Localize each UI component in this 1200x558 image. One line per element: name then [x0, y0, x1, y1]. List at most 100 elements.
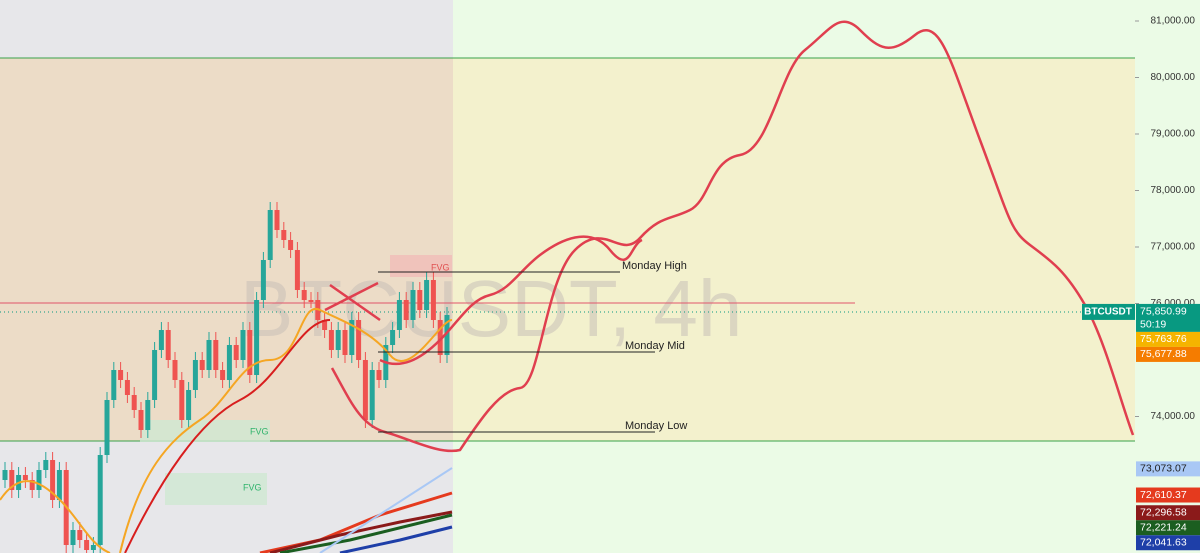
- candle-body: [77, 530, 83, 540]
- candle-body: [213, 340, 219, 370]
- candle-body: [29, 480, 35, 490]
- price-tag: [1136, 331, 1200, 347]
- price-tag: [1136, 487, 1200, 503]
- candle-body: [301, 290, 307, 300]
- candle-body: [376, 370, 382, 380]
- projection-path: [324, 20, 1135, 453]
- annotation: Monday Mid: [625, 340, 685, 352]
- candle-body: [165, 330, 171, 360]
- ma-line: [319, 467, 453, 554]
- candle-body: [118, 370, 124, 380]
- candle-body: [308, 300, 314, 302]
- range-box-future: [453, 58, 1135, 441]
- price-tag: [1136, 461, 1200, 477]
- countdown: 50:19: [1140, 319, 1166, 331]
- candle-body: [70, 530, 76, 545]
- candle-body: [294, 250, 300, 290]
- price-tag-label: 75,677.88: [1140, 348, 1187, 360]
- ma-line: [269, 510, 453, 555]
- candle-body: [50, 460, 56, 500]
- candle-body: [424, 280, 430, 310]
- candle-body: [43, 460, 49, 470]
- candle-body: [288, 240, 294, 250]
- candle-body: [199, 360, 205, 370]
- price-label: 81,000.00: [1151, 16, 1196, 27]
- price-tag-label: 75,850.99: [1140, 306, 1187, 318]
- candle-body: [342, 330, 348, 355]
- candle-body: [240, 330, 246, 360]
- symbol-tag: [1082, 303, 1135, 320]
- candle-body: [186, 390, 192, 420]
- candle-body: [328, 330, 334, 350]
- candle-body: [90, 545, 96, 550]
- ma-line: [279, 513, 453, 555]
- symbol-label: BTCUSDT: [1084, 307, 1132, 318]
- candle-body: [247, 330, 253, 375]
- candle-body: [254, 300, 260, 375]
- candle-body: [233, 345, 239, 360]
- candle-body: [131, 395, 137, 410]
- candle-body: [145, 400, 151, 430]
- candle-body: [349, 320, 355, 355]
- projection-path: [379, 235, 643, 366]
- candle-body: [281, 230, 287, 240]
- candle-body: [2, 470, 8, 480]
- annotation: Monday Low: [625, 420, 687, 432]
- fvg-zone: [140, 420, 270, 442]
- candle-body: [179, 380, 185, 420]
- price-tag: [1136, 346, 1200, 362]
- candle-body: [152, 350, 158, 400]
- candle-body: [226, 345, 232, 380]
- candle-body: [362, 360, 368, 420]
- watermark: BTCUSDT, 4h: [240, 264, 742, 353]
- ma-line: [119, 307, 453, 554]
- price-tag-label: 72,041.63: [1140, 537, 1187, 549]
- candle-body: [172, 360, 178, 380]
- candle-body: [192, 360, 198, 390]
- candle-body: [390, 330, 396, 345]
- price-tag: [1136, 303, 1200, 332]
- candle-body: [97, 455, 103, 545]
- annotation: Monday High: [622, 260, 687, 272]
- price-tag: [1136, 535, 1200, 551]
- price-label: 79,000.00: [1151, 129, 1196, 140]
- candle-body: [369, 370, 375, 420]
- candle-body: [403, 300, 409, 320]
- price-label: 77,000.00: [1151, 242, 1196, 253]
- candle-body: [36, 470, 42, 490]
- candle-body: [396, 300, 402, 330]
- candle-body: [9, 470, 15, 490]
- candle-body: [430, 280, 436, 320]
- candle-body: [138, 410, 144, 430]
- candle-body: [206, 340, 212, 370]
- range-box: [0, 58, 453, 441]
- candle-body: [267, 210, 273, 260]
- candle-body: [410, 290, 416, 320]
- candle-body: [56, 470, 62, 500]
- fvg-label: FVG: [250, 426, 269, 436]
- candle-body: [22, 475, 28, 480]
- price-label: 78,000.00: [1151, 185, 1196, 196]
- price-label: 80,000.00: [1151, 72, 1196, 83]
- price-tag-label: 72,610.37: [1140, 489, 1187, 501]
- candle-body: [444, 315, 450, 355]
- price-label: 76,000.00: [1151, 298, 1196, 309]
- candle-body: [417, 290, 423, 310]
- candle-body: [220, 370, 226, 380]
- price-tag: [1136, 520, 1200, 536]
- candle-body: [356, 320, 362, 360]
- candle-body: [124, 380, 130, 395]
- candle-body: [104, 400, 110, 455]
- ma-line: [124, 319, 331, 554]
- candle-body: [335, 330, 341, 350]
- candle-body: [274, 210, 280, 230]
- fvg-label: FVG: [431, 262, 450, 272]
- candle-body: [322, 320, 328, 330]
- candle-body: [84, 540, 90, 550]
- price-tag: [1136, 505, 1200, 521]
- ma-line: [339, 525, 453, 555]
- fvg-label: FVG: [243, 482, 262, 492]
- price-label: 74,000.00: [1151, 411, 1196, 422]
